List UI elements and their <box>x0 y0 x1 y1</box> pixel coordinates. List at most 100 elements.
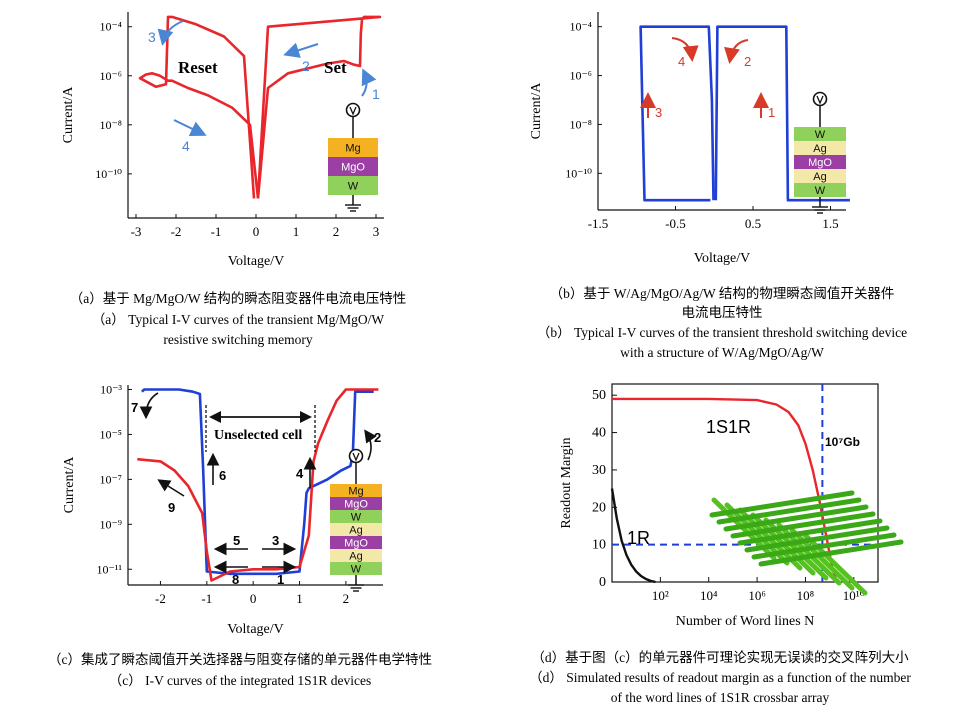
panel-a-plot: -3 -2 -1 0 1 2 3 10⁻¹⁰ 10⁻⁸ 10⁻⁶ 10⁻⁴ Voltage/V Curr… <box>61 12 384 269</box>
layer-label: W <box>815 129 826 141</box>
voltage-source-glyph <box>816 95 824 105</box>
voltage-source-glyph <box>352 452 360 462</box>
panel-b-x-tick-label: 0.5 <box>745 216 761 231</box>
panel-d-y-tick-label: 10 <box>592 538 606 553</box>
panel-b-x-tick-label: -0.5 <box>665 216 686 231</box>
panel-a-arrow-2-label: 2 <box>302 58 310 74</box>
caption-b-zh-1: （b）基于 W/Ag/MgO/Ag/W 结构的物理瞬态阈值开关器件 <box>550 285 895 301</box>
crossbar-wordline <box>730 511 876 539</box>
panel-b-y-tick-label: 10⁻⁶ <box>569 69 592 83</box>
voltage-source-icon <box>345 102 361 118</box>
crossbar-wordline <box>716 497 862 525</box>
crossbar-wordline <box>744 525 890 553</box>
layer-label: W <box>348 181 359 193</box>
layer-label: Ag <box>349 551 362 563</box>
panel-a-x-tick-label: 2 <box>333 224 340 239</box>
panel-a-arrow-2 <box>283 42 319 58</box>
panel-a-arrow-1 <box>361 68 377 97</box>
panel-a-x-tick-label: -2 <box>171 224 182 239</box>
layer-mgo <box>330 536 382 549</box>
panel-c-arrow-4-label: 4 <box>296 466 304 481</box>
panel-a-y-tick-label: 10⁻¹⁰ <box>95 167 122 181</box>
panel-d-x-tick-label: 10¹⁰ <box>843 588 865 603</box>
layer-label: MgO <box>344 538 368 550</box>
panel-d-x-tick-label: 10⁴ <box>700 588 718 603</box>
panel-c-series-2 <box>137 388 379 582</box>
layer-w <box>794 127 846 141</box>
panel-c-x-tick-label: -2 <box>155 591 166 606</box>
crossbar-wordline <box>737 518 883 546</box>
layer-ag <box>794 141 846 155</box>
panel-b-y-tick-label: 10⁻¹⁰ <box>565 166 592 180</box>
panel-c-x-tick-label: 2 <box>343 591 350 606</box>
panel-b-series-1 <box>639 25 715 202</box>
layer-label: Ag <box>813 171 826 183</box>
panel-c-arrow-3-label: 3 <box>272 533 279 548</box>
panel-c-arrow-9 <box>157 479 185 497</box>
crossbar-wordline <box>751 532 897 560</box>
panel-b-arrow-4 <box>671 37 699 62</box>
panel-c-plot: -2 -1 0 1 2 10⁻¹¹ 10⁻⁹ 10⁻⁷ 10⁻⁵ 10⁻³ Voltage/V Cur… <box>62 382 383 637</box>
panel-d-x-tick-label: 10⁶ <box>748 588 766 603</box>
crossbar-bitline <box>802 532 868 596</box>
caption-d-zh: （d）基于图（c）的单元器件可理论实现无误读的交叉阵列大小 <box>531 649 909 665</box>
caption-c-en: （c） I-V curves of the integrated 1S1R de… <box>109 673 372 688</box>
layer-label: W <box>815 185 826 197</box>
layer-mgo <box>328 157 378 176</box>
panel-b-y-axis-label: Current/A <box>529 82 544 140</box>
layer-label: Mg <box>345 143 360 155</box>
panel-b-arrow-1-label: 1 <box>768 105 775 120</box>
caption-b-en-1: （b） Typical I-V curves of the transient … <box>537 325 907 340</box>
layer-label: MgO <box>344 499 368 511</box>
panel-d-y-tick-label: 20 <box>592 500 606 515</box>
panel-d-y-axis-label: Readout Margin <box>559 437 574 528</box>
panel-b-y-tick-label: 10⁻⁴ <box>569 20 592 34</box>
layer-label: MgO <box>808 157 832 169</box>
caption-d-en-2: of the word lines of 1S1R crossbar array <box>611 690 830 705</box>
panel-d-y-tick-label: 40 <box>592 426 606 441</box>
layer-ag <box>330 523 382 536</box>
panel-a-x-tick-label: 1 <box>293 224 300 239</box>
panel-a-x-tick-label: 3 <box>373 224 380 239</box>
caption-b-zh-2: 电流电压特性 <box>682 305 763 320</box>
panel-c-arrow-8-label: 8 <box>232 572 239 587</box>
voltage-source-icon <box>348 448 364 464</box>
panel-c-arrow-1-label: 1 <box>277 572 284 587</box>
panel-a: -3 -2 -1 0 1 2 3 10⁻¹⁰ 10⁻⁸ 10⁻⁶ 10⁻⁴ Voltage/V Curr… <box>61 12 384 269</box>
panel-c-y-tick-label: 10⁻¹¹ <box>96 562 122 576</box>
panel-a-arrow-1-label: 1 <box>372 86 380 102</box>
panel-a-arrow-3-label: 3 <box>148 29 156 45</box>
panel-d: 10² 10⁴ 10⁶ 10⁸ 10¹⁰ 0 10 20 30 40 50 Number of Wor… <box>559 383 904 629</box>
panel-d-series-1s1r-label: 1S1R <box>706 417 751 437</box>
layer-label: MgO <box>341 162 365 174</box>
panel-b-y-tick-label: 10⁻⁸ <box>569 117 592 131</box>
caption-a-zh: （a）基于 Mg/MgO/W 结构的瞬态阻变器件电流电压特性 <box>70 290 407 306</box>
panel-c-x-axis-label: Voltage/V <box>227 622 284 637</box>
voltage-source-icon <box>812 91 828 107</box>
panel-a-x-tick-label: 0 <box>253 224 260 239</box>
crossbar-array-icon <box>709 490 904 596</box>
panel-c-x-tick-label: 0 <box>250 591 257 606</box>
panel-d-plot: 10² 10⁴ 10⁶ 10⁸ 10¹⁰ 0 10 20 30 40 50 Number of Wor… <box>559 383 879 629</box>
panel-b-x-tick-label: 1.5 <box>822 216 838 231</box>
crossbar-wordline <box>709 490 855 518</box>
panel-c-x-tick-label: -1 <box>201 591 212 606</box>
caption-c-zh: （c）集成了瞬态阈值开关选择器与阻变存储的单元器件电学特性 <box>48 652 432 667</box>
panel-a-x-axis-label: Voltage/V <box>228 254 285 269</box>
panel-b-x-axis-label: Voltage/V <box>694 251 751 266</box>
panel-b: -1.5 -0.5 0.5 1.5 10⁻¹⁰ 10⁻⁸ 10⁻⁶ 10⁻⁴ Voltage/V… <box>529 12 850 266</box>
layer-label: Mg <box>348 486 363 498</box>
panel-c-y-axis-label: Current/A <box>62 456 77 514</box>
panel-a-reset-label: Reset <box>178 58 218 77</box>
panel-a-device-stack: Mg MgO W <box>328 102 378 212</box>
panel-c-arrow-7-label: 7 <box>131 400 138 415</box>
panel-c-series-1 <box>141 388 374 576</box>
panel-a-arrow-4 <box>173 119 207 136</box>
layer-label: W <box>351 564 362 576</box>
layer-ag <box>330 549 382 562</box>
panel-c-y-tick-label: 10⁻³ <box>100 382 122 396</box>
panel-c-x-tick-label: 1 <box>296 591 303 606</box>
panel-a-y-tick-label: 10⁻⁴ <box>99 20 122 34</box>
voltage-source-glyph <box>349 106 357 116</box>
